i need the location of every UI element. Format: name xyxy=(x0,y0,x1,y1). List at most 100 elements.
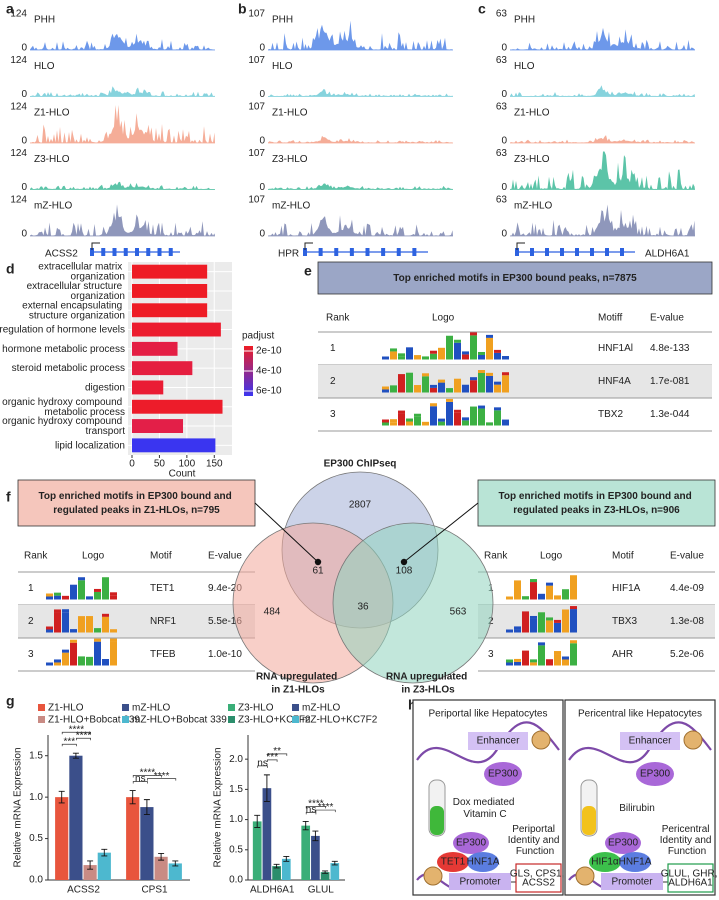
track-scale-max: 63 xyxy=(496,9,508,20)
tss-arrow xyxy=(91,242,100,250)
logo-letter xyxy=(398,356,405,360)
promoter-label: Promoter xyxy=(459,877,501,888)
y-tick-label-line: hormone metabolic process xyxy=(2,343,125,354)
x-tick-label: CPS1 xyxy=(141,885,168,896)
gene-box xyxy=(515,863,562,893)
x-tick-label: 100 xyxy=(179,459,196,470)
logo-letter xyxy=(494,384,501,393)
significance-label: ns xyxy=(257,758,268,769)
dna-strand xyxy=(416,721,560,764)
bar xyxy=(97,852,111,880)
logo-letter xyxy=(398,353,405,357)
error-bar xyxy=(302,820,309,831)
coverage-track xyxy=(30,105,215,143)
rank-cell: 2 xyxy=(28,616,34,627)
significance-bracket xyxy=(132,775,162,778)
outcome-label-line: Identity and xyxy=(508,835,562,846)
logo-letter xyxy=(390,385,397,393)
track-scale-max: 107 xyxy=(248,148,265,159)
coverage-track xyxy=(510,27,695,50)
legend-swatch xyxy=(122,716,129,723)
exon xyxy=(560,248,564,256)
treatment-label-line: Dox mediated xyxy=(453,797,517,808)
coverage-track xyxy=(268,89,453,97)
logo-letter xyxy=(486,375,493,393)
y-tick-label-line: structure organization xyxy=(29,310,125,321)
exon xyxy=(590,248,594,256)
logo-letter xyxy=(86,656,93,666)
rank-cell: 1 xyxy=(28,583,34,594)
exon xyxy=(334,248,339,256)
evalue-cell: 1.3e-044 xyxy=(650,409,690,420)
bar xyxy=(330,863,340,880)
column-header: Motiff xyxy=(598,313,622,324)
y-tick-label: 0.5 xyxy=(229,844,243,855)
logo-letter xyxy=(478,351,485,355)
logo-letter xyxy=(430,403,437,407)
logo-letter xyxy=(530,662,537,666)
track-scale-max: 63 xyxy=(496,55,508,66)
logo-letter xyxy=(506,629,513,633)
sample-label: PHH xyxy=(34,15,55,26)
motif-cell: TBX2 xyxy=(598,409,623,420)
nucleosome xyxy=(575,866,595,886)
legend-label: Z1-HLO+Bobcat 339 xyxy=(48,715,140,726)
track-scale-min: 0 xyxy=(21,229,27,240)
outcome-label-line: Periportal xyxy=(512,824,558,835)
legend-swatch xyxy=(228,716,235,723)
exon xyxy=(515,248,519,256)
logo-letter xyxy=(390,419,397,423)
track-scale-max: 124 xyxy=(10,102,27,113)
venn-count: 61 xyxy=(312,566,324,577)
exon xyxy=(575,248,579,256)
logo-letter xyxy=(538,645,545,666)
logo-letter xyxy=(110,595,117,600)
venn-count: 108 xyxy=(396,566,413,577)
venn-label-line: RNA upregulated xyxy=(256,671,340,682)
venn-set xyxy=(332,522,494,684)
logo-letter xyxy=(478,405,485,409)
legend-label: mZ-HLO xyxy=(302,703,341,714)
track-scale-min: 0 xyxy=(501,89,507,100)
motif-cell: HNF4A xyxy=(598,376,631,387)
logo-letter xyxy=(554,619,561,623)
motif-cell: TET1 xyxy=(150,583,175,594)
logo-letter xyxy=(54,595,61,600)
bar xyxy=(132,322,221,337)
ep300-label: EP300 xyxy=(488,769,518,780)
error-bar xyxy=(312,830,319,842)
logo-letter xyxy=(494,381,501,385)
y-tick-label: 1.0 xyxy=(29,792,43,803)
y-tick-label-line: organization xyxy=(71,291,125,302)
logo-letter xyxy=(414,385,421,393)
exon xyxy=(349,248,354,256)
logo-letter xyxy=(562,589,569,600)
ep300-label: EP300 xyxy=(608,838,638,849)
logo-letter xyxy=(554,651,561,655)
table-title-line: regulated peaks in Z3-HLOs, n=906 xyxy=(513,505,680,516)
track-scale-min: 0 xyxy=(259,182,265,193)
y-tick-label: hormone metabolic process xyxy=(2,343,125,354)
logo-letter xyxy=(414,355,421,360)
logo-letter xyxy=(446,398,453,402)
logo-letter xyxy=(462,420,469,426)
track-scale-max: 124 xyxy=(10,195,27,206)
track-scale-min: 0 xyxy=(501,229,507,240)
legend-swatch xyxy=(122,704,129,711)
error-bar xyxy=(254,814,261,828)
logo-letter xyxy=(470,377,477,381)
gene-list: GLS, CPS1, ACSS2 xyxy=(510,868,567,888)
logo-letter xyxy=(78,656,85,666)
evalue-cell: 5.5e-16 xyxy=(208,616,242,627)
exon xyxy=(135,248,139,256)
logo-letter xyxy=(554,595,561,600)
motif-cell: HNF1Al xyxy=(598,343,633,354)
coverage-track xyxy=(30,33,215,50)
sample-label: mZ-HLO xyxy=(272,201,311,212)
logo-letter xyxy=(382,389,389,393)
y-axis-label: Relative mRNA Expression xyxy=(213,747,224,867)
table-title: Top enriched motifs in EP300 bound peaks… xyxy=(393,273,637,284)
coverage-track xyxy=(30,204,215,236)
logo-letter xyxy=(546,585,553,600)
y-tick-label: 1.5 xyxy=(29,750,43,761)
